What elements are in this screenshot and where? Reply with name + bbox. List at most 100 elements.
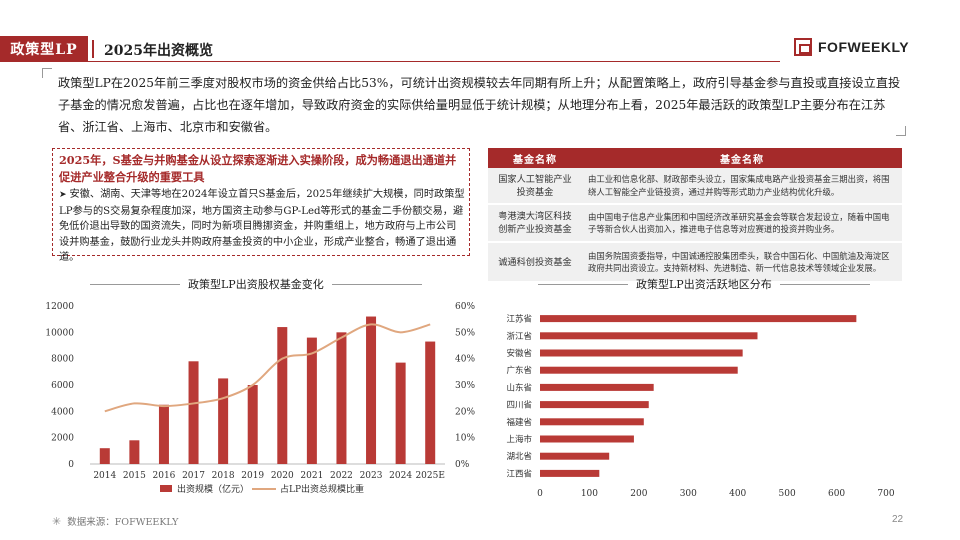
bar [336, 332, 347, 464]
category-label: 湖北省 [506, 451, 532, 462]
x-tick-label: 0 [537, 489, 543, 499]
legend-line-label: 占LP出资总规模比重 [280, 483, 364, 495]
x-tick-label: 2025E [415, 471, 444, 481]
left-chart-title: 政策型LP出资股权基金变化 [82, 276, 430, 292]
x-tick-label: 2023 [360, 471, 383, 481]
bar [395, 362, 406, 464]
y2-tick-label: 60% [455, 302, 475, 312]
y-tick-label: 12000 [45, 302, 74, 312]
highlight-bullet: ➤ 安徽、湖南、天津等地在2024年设立首只S基金后，2025年继续扩大规模，同时… [59, 187, 465, 266]
x-tick-label: 2024 [389, 471, 412, 481]
y2-tick-label: 50% [455, 328, 475, 338]
y2-tick-label: 20% [455, 407, 475, 417]
fund-description: 由工业和信息化部、财政部牵头设立，国家集成电路产业投资基金三期出资，将围绕人工智… [582, 168, 902, 205]
bar [277, 327, 288, 464]
y2-tick-label: 10% [455, 434, 475, 444]
bar [540, 401, 649, 409]
left-chart-title-text: 政策型LP出资股权基金变化 [188, 278, 324, 291]
title-rule [90, 283, 180, 285]
bar [540, 452, 610, 460]
y-tick-label: 4000 [51, 407, 74, 417]
ratio-line-series [104, 323, 431, 413]
source-text: 数据来源：FOFWEEKLY [67, 517, 179, 528]
bar [218, 378, 229, 464]
y-tick-label: 8000 [51, 355, 74, 365]
fund-name: 粤港澳大湾区科技创新产业投资基金 [488, 204, 582, 243]
fund-table: 基金名称 基金名称 国家人工智能产业投资基金 由工业和信息化部、财政部牵头设立，… [488, 148, 902, 283]
y2-tick-label: 0% [455, 460, 470, 470]
y2-tick-label: 40% [455, 355, 475, 365]
table-header-cell: 基金名称 [582, 148, 902, 168]
category-label: 安徽省 [506, 348, 532, 359]
footer-source: ✳ 数据来源：FOFWEEKLY [52, 514, 179, 529]
bar [540, 349, 743, 357]
fund-description: 由国务院国资委指导，中国诚通控股集团牵头，联合中国石化、中国航油及海淀区政府共同… [582, 242, 902, 283]
bar [540, 435, 634, 443]
funding-combo-chart: 0 2000 4000 6000 8000 10000 12000 0% 10% 20% 30% 4… [45, 302, 475, 495]
bar [188, 361, 199, 464]
bar [129, 440, 140, 464]
bar [366, 316, 377, 464]
y-tick-label: 10000 [45, 328, 74, 338]
right-chart-title: 政策型LP出资活跃地区分布 [530, 276, 878, 292]
page-header: 政策型LP 2025年出资概览 FOFWEEKLY [0, 36, 960, 62]
x-tick-label: 2014 [93, 471, 116, 481]
y-tick-label: 2000 [51, 434, 74, 444]
brand-logo: FOFWEEKLY [794, 38, 909, 56]
fund-description: 由中国电子信息产业集团和中国经济改革研究基金会等联合发起设立，随着中国电子等新合… [582, 204, 902, 243]
bar [540, 315, 857, 323]
y-tick-label: 0 [68, 460, 74, 470]
corner-decoration [42, 68, 52, 78]
x-tick-label: 2022 [330, 471, 353, 481]
bar [540, 418, 644, 426]
bar [247, 385, 258, 464]
title-rule [779, 283, 870, 285]
category-label: 福建省 [506, 417, 532, 428]
category-label: 浙江省 [506, 331, 532, 342]
x-tick-label: 200 [630, 489, 647, 499]
page-number: 22 [892, 514, 904, 525]
category-label: 江西省 [506, 468, 532, 479]
x-tick-label: 300 [680, 489, 697, 499]
bar [540, 469, 600, 477]
bar [540, 332, 758, 340]
x-tick-label: 500 [779, 489, 796, 499]
category-label: 江苏省 [506, 314, 532, 325]
x-tick-label: 2015 [123, 471, 146, 481]
x-tick-label: 2018 [212, 471, 235, 481]
bar [158, 404, 169, 464]
right-chart-title-text: 政策型LP出资活跃地区分布 [636, 278, 772, 291]
x-tick-label: 2021 [300, 471, 323, 481]
intro-paragraph: 政策型LP在2025年前三季度对股权市场的资金供给占比53%，可统计出资规模较去… [58, 76, 901, 134]
category-label: 山东省 [506, 382, 532, 393]
section-tag: 政策型LP [0, 36, 88, 62]
category-label: 四川省 [506, 400, 532, 411]
logo-text: FOFWEEKLY [818, 39, 910, 55]
x-tick-label: 2020 [271, 471, 294, 481]
table-row: 粤港澳大湾区科技创新产业投资基金 由中国电子信息产业集团和中国经济改革研究基金会… [488, 204, 902, 243]
x-tick-label: 100 [581, 489, 598, 499]
page-title: 2025年出资概览 [104, 43, 213, 59]
category-label: 上海市 [506, 434, 532, 445]
highlight-heading: 2025年，S基金与并购基金从设立探索逐渐进入实操阶段，成为畅通退出通道并促进产… [59, 153, 457, 184]
y-tick-label: 6000 [51, 381, 74, 391]
x-tick-label: 2019 [241, 471, 264, 481]
y2-tick-label: 30% [455, 381, 475, 391]
table-header-cell: 基金名称 [488, 148, 582, 168]
bar [306, 337, 317, 464]
bar [540, 383, 654, 391]
sparkle-icon: ✳ [52, 514, 62, 528]
logo-icon [794, 38, 812, 56]
table-row: 诚通科创投资基金 由国务院国资委指导，中国诚通控股集团牵头，联合中国石化、中国航… [488, 242, 902, 283]
corner-decoration [896, 126, 906, 136]
x-tick-label: 400 [729, 489, 746, 499]
legend-bar-label: 出资规模（亿元） [177, 483, 249, 495]
category-label: 广东省 [506, 365, 532, 376]
table-row: 国家人工智能产业投资基金 由工业和信息化部、财政部牵头设立，国家集成电路产业投资… [488, 168, 902, 205]
x-tick-label: 2017 [182, 471, 205, 481]
x-tick-label: 600 [828, 489, 845, 499]
bar [425, 341, 436, 464]
legend-bar-swatch [160, 485, 172, 492]
fund-name: 国家人工智能产业投资基金 [488, 168, 582, 205]
